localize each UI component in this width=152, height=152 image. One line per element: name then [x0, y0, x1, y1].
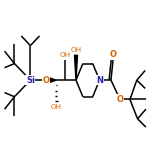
Polygon shape — [48, 77, 56, 83]
Text: N: N — [96, 76, 103, 85]
Text: OH: OH — [60, 52, 71, 58]
Polygon shape — [74, 55, 78, 80]
Text: Si: Si — [26, 76, 35, 85]
Text: O: O — [110, 50, 117, 59]
Text: OH: OH — [51, 104, 62, 110]
Text: O: O — [43, 76, 50, 85]
Text: OH: OH — [70, 47, 82, 52]
Text: O: O — [117, 95, 124, 104]
